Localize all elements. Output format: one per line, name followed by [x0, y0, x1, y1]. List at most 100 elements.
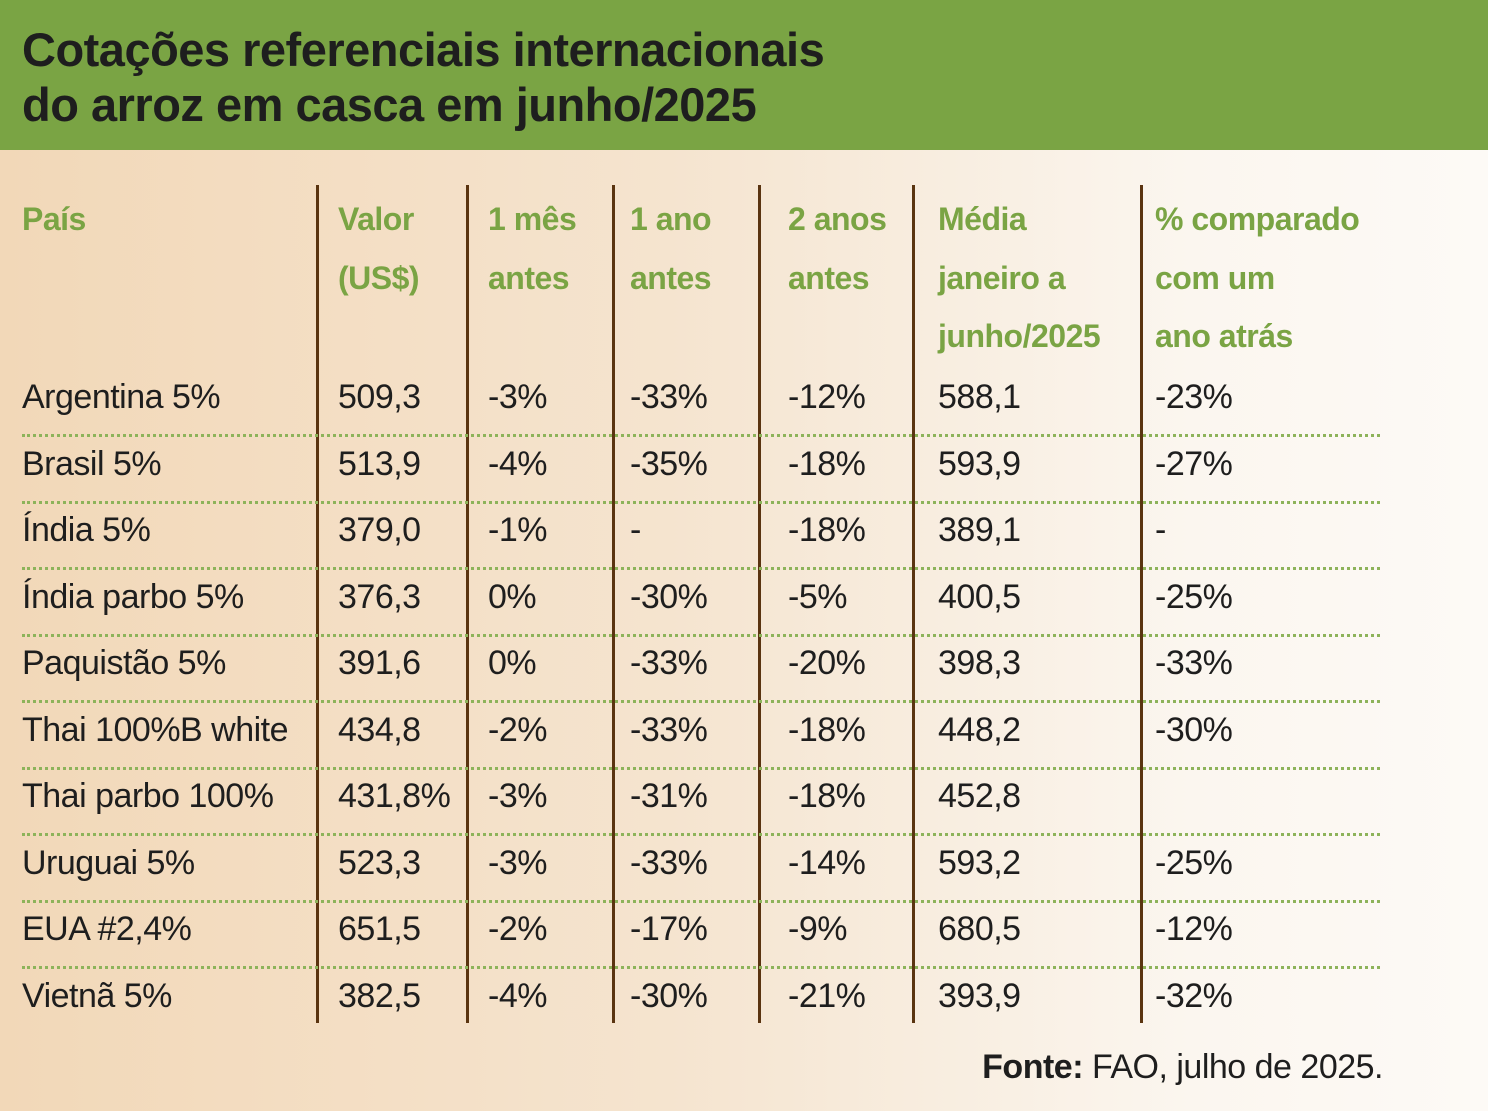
column-header: 1 mês antes — [488, 190, 577, 307]
table-row: Argentina 5% 509,3 -3% -33% -12% 588,1 -23% — [0, 366, 1488, 437]
value-cell: 379,0 — [338, 511, 421, 549]
table-row: Brasil 5% 513,9 -4% -35% -18% 593,9 -27% — [0, 433, 1488, 504]
country-cell: Uruguai 5% — [22, 843, 195, 882]
value-cell: 0% — [488, 644, 537, 682]
value-cell: -2% — [488, 710, 547, 749]
value-cell: -33% — [1155, 644, 1233, 682]
column-header-line: Média — [938, 201, 1027, 237]
country-cell: EUA #2,4% — [22, 910, 192, 948]
value-cell: 382,5 — [338, 976, 421, 1015]
title-banner: Cotações referenciais internacionais do … — [0, 0, 1488, 150]
table-row: Paquistão 5% 391,6 0% -33% -20% 398,3 -33% — [0, 632, 1488, 703]
column-header-line: 1 mês — [488, 201, 577, 237]
value-cell: -30% — [630, 976, 708, 1015]
value-cell: -18% — [788, 444, 866, 483]
value-cell: -17% — [630, 910, 708, 948]
value-cell: 680,5 — [938, 910, 1021, 948]
value-cell: 452,8 — [938, 777, 1021, 815]
column-header-line: antes — [788, 259, 870, 296]
value-cell: - — [630, 511, 641, 549]
source-text: FAO, julho de 2025. — [1083, 1048, 1384, 1086]
column-header-line: com um — [1155, 259, 1275, 296]
value-cell: -31% — [630, 777, 708, 815]
row-separator — [22, 766, 1380, 770]
table-row: EUA #2,4% 651,5 -2% -17% -9% 680,5 -12% — [0, 898, 1488, 969]
column-header-line: País — [22, 201, 86, 237]
column-header: País — [22, 190, 86, 249]
row-separator — [22, 500, 1380, 504]
row-separator — [22, 633, 1380, 637]
value-cell: -18% — [788, 710, 866, 749]
column-header-line: antes — [630, 259, 712, 296]
column-divider — [466, 185, 469, 1023]
value-cell: -3% — [488, 843, 547, 882]
row-separator — [22, 899, 1380, 903]
value-cell: -23% — [1155, 378, 1233, 416]
value-cell: 593,2 — [938, 843, 1021, 882]
value-cell: -14% — [788, 843, 866, 882]
table-row: Índia 5% 379,0 -1% - -18% 389,1 - — [0, 499, 1488, 570]
value-cell: 651,5 — [338, 910, 421, 948]
value-cell: 0% — [488, 577, 537, 616]
source-note: Fonte: FAO, julho de 2025. — [982, 1048, 1383, 1087]
value-cell: 513,9 — [338, 444, 421, 483]
country-cell: Paquistão 5% — [22, 644, 226, 682]
value-cell: -35% — [630, 444, 708, 483]
column-header-line: junho/2025 — [938, 318, 1101, 354]
column-divider — [612, 185, 615, 1023]
column-divider — [912, 185, 915, 1023]
country-cell: Índia parbo 5% — [22, 577, 244, 616]
value-cell: -30% — [1155, 710, 1233, 749]
column-header-line: 2 anos — [788, 201, 887, 237]
value-cell: 434,8 — [338, 710, 421, 749]
country-cell: Argentina 5% — [22, 378, 221, 416]
title-line-2: do arroz em casca em junho/2025 — [22, 78, 757, 131]
value-cell: -33% — [630, 843, 708, 882]
value-cell: - — [1155, 511, 1166, 549]
value-cell: 400,5 — [938, 577, 1021, 616]
value-cell: 398,3 — [938, 644, 1021, 682]
value-cell: -12% — [1155, 910, 1233, 948]
row-separator — [22, 700, 1380, 703]
column-header-line: 1 ano — [630, 201, 712, 237]
value-cell: 509,3 — [338, 378, 421, 416]
value-cell: -2% — [488, 910, 547, 948]
value-cell: -9% — [788, 910, 847, 948]
column-header: 1 ano antes — [630, 190, 712, 307]
column-divider — [316, 185, 319, 1023]
column-header-line: Valor — [338, 201, 414, 237]
value-cell: -20% — [788, 644, 866, 682]
column-header: % comparado com um ano atrás — [1155, 190, 1360, 366]
value-cell: 391,6 — [338, 644, 421, 682]
value-cell: 431,8% — [338, 777, 451, 815]
column-divider — [1140, 185, 1143, 1023]
country-cell: Thai 100%B white — [22, 710, 289, 749]
row-separator — [22, 567, 1380, 570]
value-cell: 393,9 — [938, 976, 1021, 1015]
value-cell: -25% — [1155, 843, 1233, 882]
value-cell: -32% — [1155, 976, 1233, 1015]
column-header-line: ano atrás — [1155, 318, 1293, 354]
value-cell: -12% — [788, 378, 866, 416]
value-cell: 376,3 — [338, 577, 421, 616]
value-cell: -3% — [488, 378, 547, 416]
country-cell: Índia 5% — [22, 511, 151, 549]
value-cell: -33% — [630, 710, 708, 749]
page-title: Cotações referenciais internacionais do … — [22, 22, 825, 132]
table-row: Thai parbo 100% 431,8% -3% -31% -18% 452,8 — [0, 765, 1488, 836]
column-divider — [758, 185, 761, 1023]
column-header-line: % comparado — [1155, 201, 1360, 237]
value-cell: 389,1 — [938, 511, 1021, 549]
column-header-line: janeiro a — [938, 259, 1066, 296]
value-cell: 448,2 — [938, 710, 1021, 749]
column-header-line: (US$) — [338, 259, 420, 296]
column-header: 2 anos antes — [788, 190, 887, 307]
value-cell: -33% — [630, 644, 708, 682]
table-row: Índia parbo 5% 376,3 0% -30% -5% 400,5 -25% — [0, 566, 1488, 637]
value-cell: -18% — [788, 777, 866, 815]
country-cell: Thai parbo 100% — [22, 777, 274, 815]
column-header: Média janeiro a junho/2025 — [938, 190, 1101, 366]
value-cell: -27% — [1155, 444, 1233, 483]
table-body: Argentina 5% 509,3 -3% -33% -12% 588,1 -23% Bra… — [0, 366, 1488, 1031]
table-row: Thai 100%B white 434,8 -2% -33% -18% 448,2 -30… — [0, 699, 1488, 770]
